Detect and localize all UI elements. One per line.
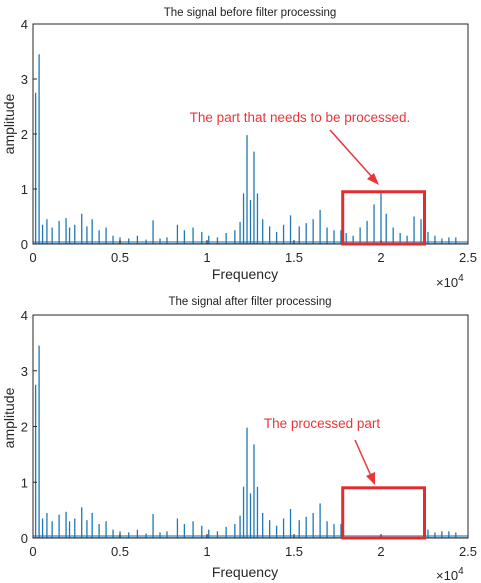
chart-title: The signal before filter processing bbox=[164, 7, 337, 19]
x-axis-label: Frequency bbox=[212, 564, 278, 580]
signal-spectrum bbox=[33, 54, 468, 244]
x-tick-label: 1.5 bbox=[285, 544, 303, 559]
x-tick-label: 0.5 bbox=[111, 544, 129, 559]
x-tick-label: 1.5 bbox=[285, 250, 303, 265]
x-tick-label: 2 bbox=[377, 250, 384, 265]
y-tick-label: 2 bbox=[21, 127, 28, 142]
highlight-box bbox=[341, 486, 426, 540]
x-multiplier: ×104 bbox=[436, 273, 464, 290]
signal-spectrum bbox=[33, 345, 468, 538]
x-tick-label: 0.5 bbox=[111, 250, 129, 265]
y-tick-label: 1 bbox=[21, 182, 28, 197]
annotation-text: The processed part bbox=[264, 416, 381, 431]
y-tick-label: 3 bbox=[21, 364, 28, 379]
y-axis-label: amplitude bbox=[1, 387, 17, 448]
chart-panel-before: The signal before filter processing 0 0.5… bbox=[1, 7, 477, 290]
x-tick-label: 0 bbox=[29, 544, 36, 559]
annotation-text: The part that needs to be processed. bbox=[190, 110, 411, 125]
y-tick-label: 1 bbox=[21, 475, 28, 490]
y-tick-label: 0 bbox=[21, 237, 28, 252]
y-axis-label: amplitude bbox=[1, 93, 17, 154]
axis-ticks: 0 0.5 1 1.5 2 2.5 0 1 2 3 4 bbox=[21, 17, 477, 265]
y-tick-label: 2 bbox=[21, 420, 28, 435]
chart-title: The signal after filter processing bbox=[169, 296, 332, 308]
x-tick-label: 2 bbox=[377, 544, 384, 559]
axis-ticks: 0 0.5 1 1.5 2 2.5 0 1 2 3 4 bbox=[21, 308, 477, 559]
x-tick-label: 2.5 bbox=[459, 250, 477, 265]
y-tick-label: 4 bbox=[21, 308, 28, 323]
x-tick-label: 2.5 bbox=[459, 544, 477, 559]
x-axis-label: Frequency bbox=[212, 266, 278, 282]
chart-panel-after: The signal after filter processing 0 0.5 1… bbox=[1, 296, 477, 583]
highlight-box bbox=[341, 190, 426, 246]
annotation-arrow bbox=[354, 439, 375, 485]
y-tick-label: 3 bbox=[21, 72, 28, 87]
x-multiplier: ×104 bbox=[436, 566, 464, 583]
y-tick-label: 0 bbox=[21, 531, 28, 546]
annotation-arrow bbox=[329, 129, 379, 185]
x-tick-label: 0 bbox=[29, 250, 36, 265]
x-tick-label: 1 bbox=[203, 544, 210, 559]
x-tick-label: 1 bbox=[203, 250, 210, 265]
y-tick-label: 4 bbox=[21, 17, 28, 32]
